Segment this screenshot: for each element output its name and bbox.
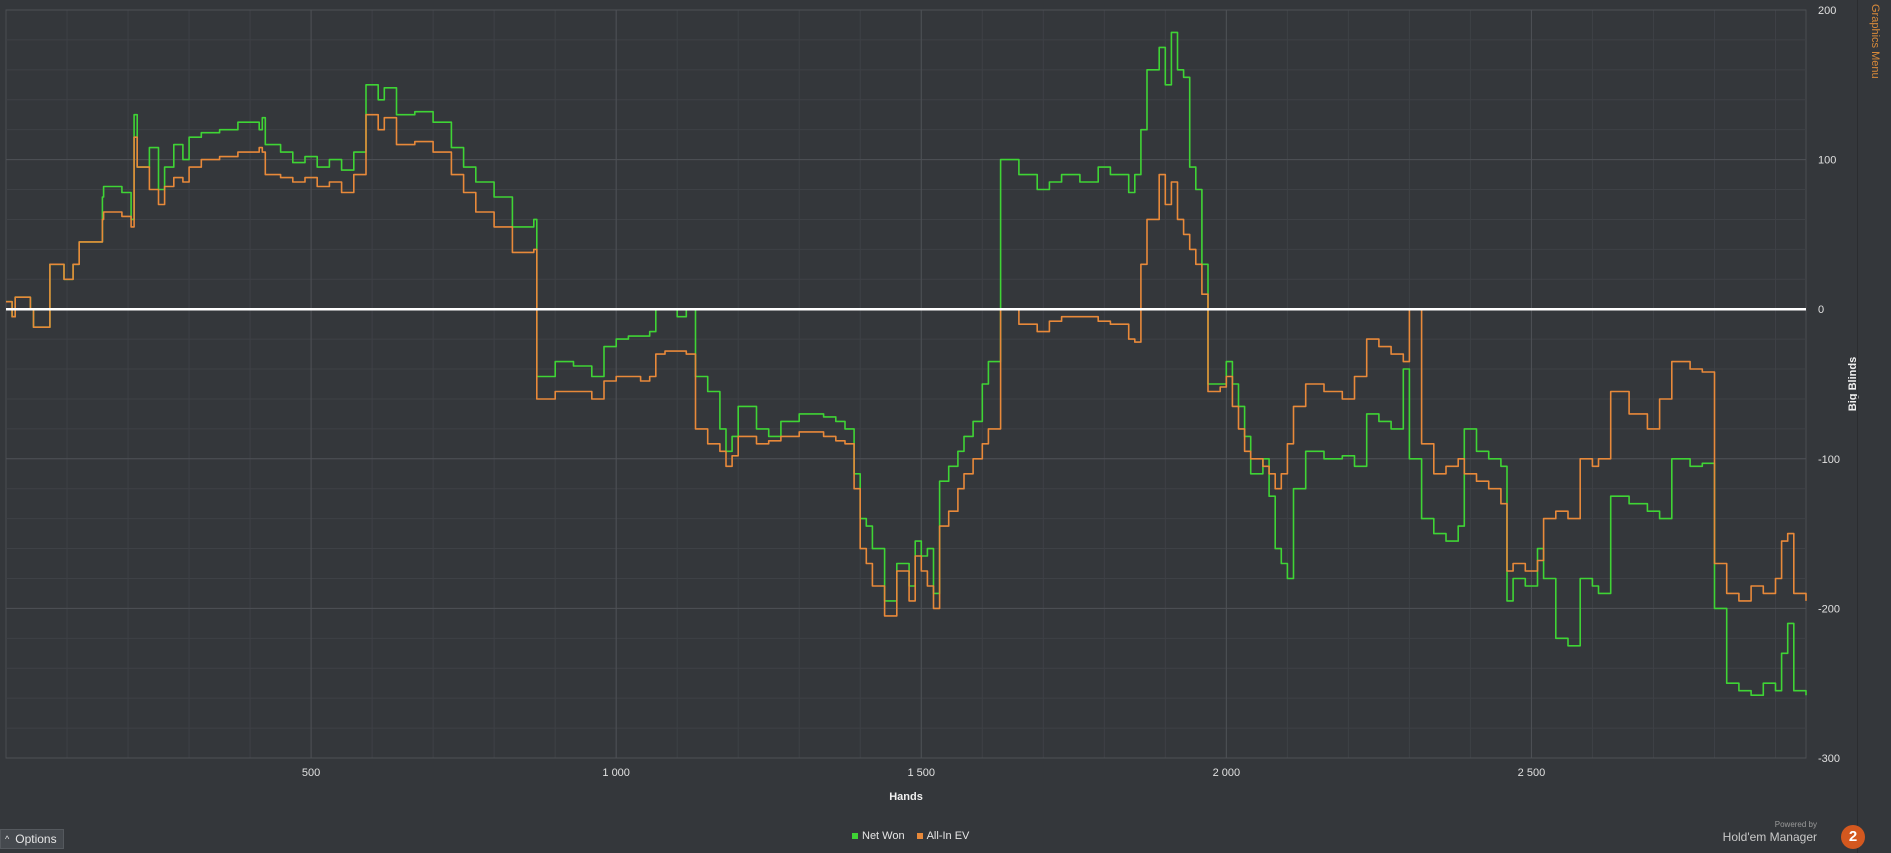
x-tick-label: 2 000	[1213, 767, 1241, 779]
x-axis-title: Hands	[889, 791, 923, 803]
y-tick-label: -200	[1818, 603, 1840, 615]
x-tick-label: 1 500	[907, 767, 935, 779]
legend-swatch-all-in-ev	[916, 833, 923, 839]
x-tick-label: 500	[302, 767, 320, 779]
legend-label-all-in-ev: All-In EV	[926, 830, 970, 842]
y-tick-label: -100	[1818, 454, 1840, 466]
y-axis-title: Big Blinds	[1847, 357, 1859, 411]
graphics-menu-tab[interactable]: Graphics Menu	[1861, 4, 1885, 164]
graphics-menu-label: Graphics Menu	[1869, 4, 1881, 79]
legend-label-net-won: Net Won	[862, 830, 905, 842]
options-button[interactable]: ^ Options	[0, 829, 64, 849]
options-label: Options	[15, 832, 57, 846]
legend: Net Won All-In EV	[852, 830, 969, 842]
side-panel-divider	[1857, 0, 1858, 853]
hm2-logo-icon: 2	[1841, 825, 1865, 849]
y-tick-label: 0	[1818, 304, 1824, 316]
series-line-all-in-ev	[6, 113, 1807, 617]
y-tick-label: 200	[1818, 5, 1836, 17]
powered-by-block: Powered by Hold'em Manager	[1723, 820, 1817, 844]
axes: 500 1 000 1 500 2 000 2 500 200 100 0 -100 -200 -3…	[302, 5, 1840, 779]
plot-area	[5, 9, 1807, 759]
x-tick-label: 1 000	[602, 767, 630, 779]
powered-by-text: Powered by	[1774, 820, 1817, 829]
y-tick-label: -300	[1818, 753, 1840, 765]
chevron-up-icon: ^	[5, 834, 10, 844]
legend-item-net-won[interactable]: Net Won	[852, 830, 905, 842]
y-tick-label: 100	[1818, 155, 1836, 167]
legend-swatch-net-won	[852, 833, 858, 839]
x-tick-label: 2 500	[1518, 767, 1546, 779]
legend-item-all-in-ev[interactable]: All-In EV	[916, 830, 970, 842]
brand-name: Hold'em Manager	[1722, 830, 1817, 844]
series-lines	[6, 31, 1807, 696]
